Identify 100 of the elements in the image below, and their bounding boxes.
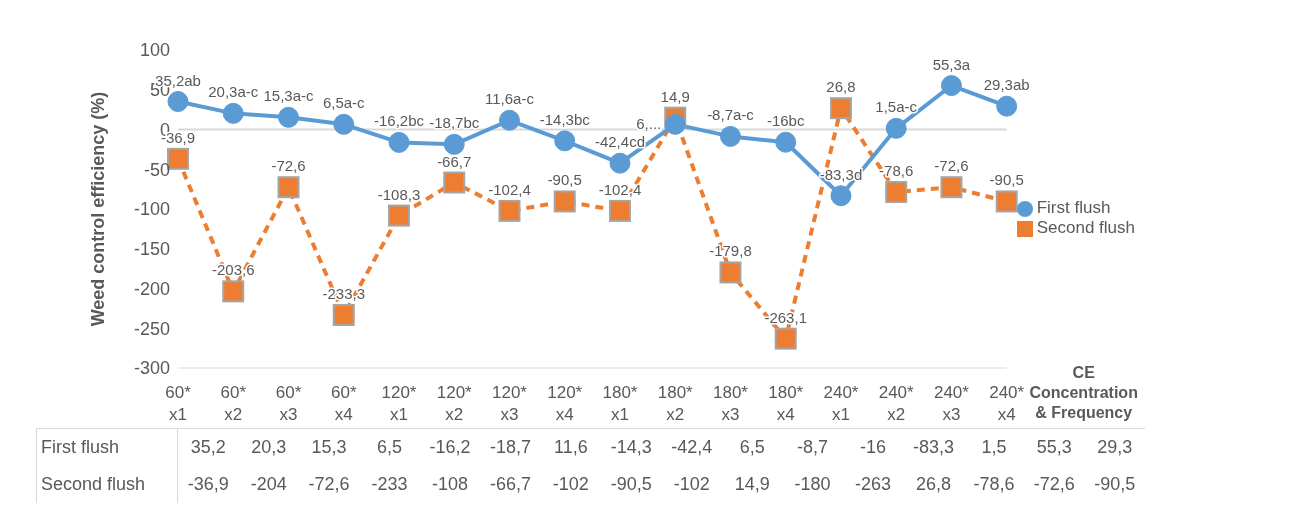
text: 11,6 — [553, 437, 589, 458]
x-axis-title: CE Concentration & Frequency — [1029, 364, 1138, 421]
point — [719, 125, 741, 147]
y-tick-label: -250 — [133, 318, 170, 339]
point — [995, 190, 1018, 213]
point — [222, 102, 244, 124]
data-label: -72,6 — [934, 157, 969, 175]
point — [277, 106, 299, 128]
point — [498, 199, 521, 222]
text: First flush — [41, 437, 120, 457]
point — [609, 152, 631, 174]
data-label: -263,1 — [764, 308, 807, 326]
x-tick-label: 60* x4 — [330, 383, 357, 424]
data-label: -90,5 — [547, 171, 582, 189]
text: 20,3 — [250, 437, 288, 458]
data-label: 11,6a-c — [485, 90, 535, 108]
y-tick-label: 100 — [139, 40, 170, 61]
y-tick-label: -100 — [133, 199, 170, 220]
data-label: -90,5 — [989, 171, 1024, 189]
data-label: -42,4cd — [594, 133, 645, 151]
text: -83,3 — [911, 437, 955, 458]
text: -102 — [551, 474, 590, 495]
text: 35,2 — [189, 437, 227, 458]
data-label: 20,3a-c — [208, 83, 259, 101]
data-label: -102,4 — [598, 180, 642, 198]
y-axis-title: Weed control efficiency (%) — [88, 91, 109, 327]
data-label: -14,3bc — [539, 110, 591, 128]
x-tick-label: 120* x3 — [491, 383, 528, 424]
data-label: -78,6 — [879, 161, 914, 179]
data-label: -8,7a-c — [707, 106, 755, 124]
point — [332, 303, 355, 326]
x-tick-label: 120* x2 — [436, 383, 473, 424]
x-tick-label: 120* x4 — [547, 383, 583, 424]
text: -90,5 — [1093, 474, 1137, 495]
x-tick-label: 240* x1 — [823, 383, 859, 424]
text: 55,3 — [1035, 437, 1073, 458]
point — [388, 131, 410, 153]
data-label: -18,7bc — [429, 114, 480, 132]
x-tick-label: 240* x3 — [933, 383, 970, 424]
point — [498, 109, 520, 131]
x-tick-label: 240* x2 — [878, 383, 915, 424]
point — [774, 327, 797, 350]
point — [830, 185, 852, 207]
x-tick-label: 60* x2 — [220, 383, 247, 424]
data-label: 55,3a — [932, 55, 971, 73]
data-label: -66,7 — [437, 152, 472, 170]
y-tick-label: -150 — [133, 239, 170, 260]
data-label: 6,5a-c — [322, 94, 366, 112]
text: -14,3 — [609, 437, 653, 458]
x-tick-label: 180* x2 — [657, 383, 694, 424]
point — [885, 180, 908, 203]
text: Second flush — [41, 474, 146, 494]
data-label: 14,9 — [660, 87, 690, 105]
point — [443, 171, 466, 194]
text: 26,8 — [914, 474, 952, 495]
y-tick-label: -50 — [143, 159, 170, 180]
point — [222, 280, 245, 303]
y-tick-label: -200 — [133, 278, 170, 299]
text: -42,4 — [670, 437, 714, 458]
x-tick-label: 120* x1 — [381, 383, 417, 424]
text: -78,6 — [972, 474, 1016, 495]
data-label: 26,8 — [826, 78, 856, 96]
data-label: -179,8 — [709, 242, 752, 260]
data-label: -203,6 — [211, 261, 255, 279]
text: 1,5 — [980, 437, 1008, 458]
data-label: 15,3a-c — [263, 87, 314, 105]
text: -16,2 — [428, 437, 472, 458]
text: -108 — [430, 474, 469, 495]
point — [387, 204, 410, 227]
data-label: -108,3 — [377, 185, 421, 203]
data-label: 6,... — [636, 115, 662, 133]
text: 29,3 — [1096, 437, 1134, 458]
x-tick-label: 180* x3 — [712, 383, 749, 424]
point — [775, 131, 797, 153]
text: -72,6 — [307, 474, 351, 495]
data-label: -72,6 — [271, 157, 306, 175]
point — [885, 117, 907, 139]
point — [940, 75, 962, 97]
data-label: -102,4 — [488, 180, 531, 198]
data-label: 29,3ab — [983, 76, 1030, 94]
point — [940, 176, 963, 199]
text: -180 — [793, 474, 832, 495]
y-tick-label: -300 — [133, 358, 170, 379]
text: -90,5 — [609, 474, 653, 495]
x-tick-label: 180* x1 — [602, 383, 638, 424]
x-tick-label: 60* x3 — [275, 383, 302, 424]
point — [553, 190, 576, 213]
text: 15,3 — [310, 437, 348, 458]
point — [996, 95, 1018, 117]
text: -233 — [370, 474, 409, 495]
point — [719, 261, 742, 284]
text: -102 — [672, 474, 711, 495]
point — [664, 113, 686, 135]
text: -8,7 — [796, 437, 830, 458]
text: -263 — [854, 474, 893, 495]
text: -72,6 — [1032, 474, 1076, 495]
text: 14,9 — [733, 474, 771, 495]
data-label: -16,2bc — [373, 112, 425, 130]
point — [443, 133, 465, 155]
text: -18,7 — [488, 437, 532, 458]
